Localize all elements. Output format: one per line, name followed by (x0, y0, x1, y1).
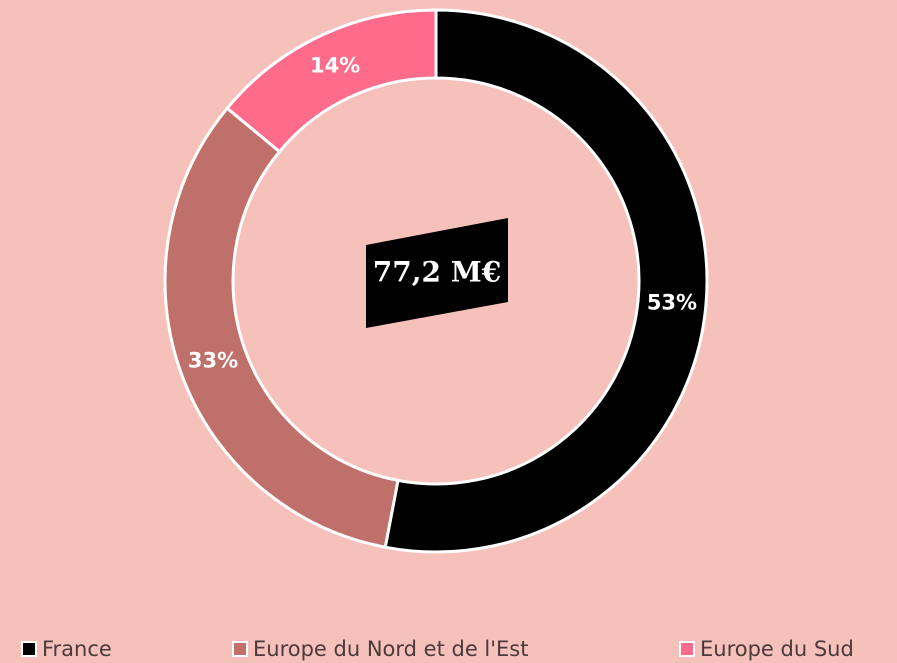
legend-label: France (42, 637, 112, 661)
donut-slice (163, 106, 400, 549)
value-label: 14% (310, 54, 360, 78)
legend-label: Europe du Sud (700, 637, 854, 661)
center-label: 77,2 M€ (373, 256, 501, 289)
legend-label: Europe du Nord et de l'Est (253, 637, 528, 661)
value-label: 33% (188, 348, 238, 372)
donut-slice (383, 8, 709, 554)
legend-swatch (21, 641, 37, 657)
legend-swatch (232, 641, 248, 657)
legend-swatch (679, 641, 695, 657)
donut-slice (225, 8, 438, 154)
center-badge (366, 218, 508, 328)
value-label: 53% (647, 290, 697, 314)
